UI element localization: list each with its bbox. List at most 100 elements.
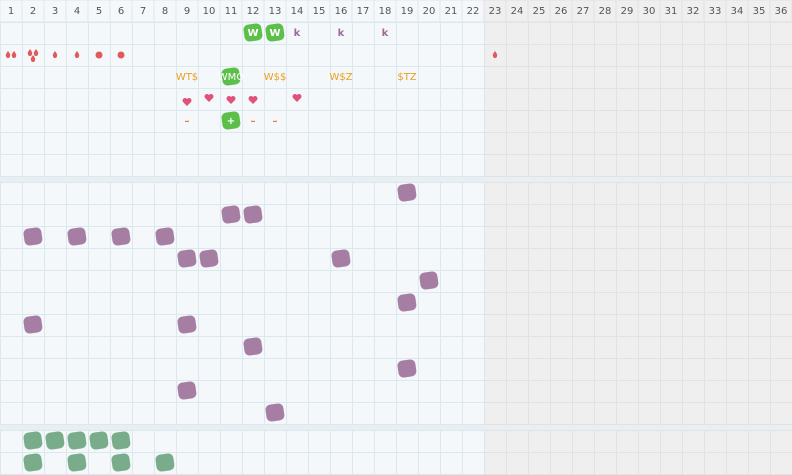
grid-cell xyxy=(616,110,639,133)
grid-cell xyxy=(682,204,705,227)
grid-cell xyxy=(748,380,771,403)
grid-cell xyxy=(770,110,792,133)
column-number: 23 xyxy=(489,6,502,17)
grid-cell xyxy=(418,110,441,133)
grid-cell xyxy=(572,452,595,475)
grid-cell xyxy=(682,44,705,67)
grid-cell xyxy=(726,292,749,315)
grid-cell xyxy=(484,336,507,359)
grid-cell xyxy=(44,452,67,475)
grid-cell xyxy=(154,204,177,227)
grid-cell xyxy=(352,430,375,453)
grid-cell xyxy=(286,132,309,155)
grid-cell xyxy=(462,314,485,337)
grid-cell xyxy=(726,452,749,475)
grid-cell xyxy=(198,358,221,381)
grid-cell xyxy=(22,22,45,45)
grid-cell xyxy=(22,182,45,205)
grid-cell xyxy=(0,22,23,45)
grid-cell xyxy=(638,154,661,177)
grid-cell xyxy=(132,380,155,403)
grid-cell xyxy=(44,132,67,155)
grid-cell xyxy=(396,380,419,403)
column-number: 16 xyxy=(335,6,348,17)
grid-cell xyxy=(352,182,375,205)
blob xyxy=(111,453,131,472)
grid-cell xyxy=(242,292,265,315)
grid-cell xyxy=(770,314,792,337)
grid-cell xyxy=(330,314,353,337)
grid-cell xyxy=(242,452,265,475)
column-number: 18 xyxy=(379,6,392,17)
grid-cell xyxy=(484,88,507,111)
grid-cell xyxy=(440,314,463,337)
grid-cell xyxy=(550,270,573,293)
grid-cell xyxy=(198,336,221,359)
grid-cell xyxy=(682,452,705,475)
blob xyxy=(111,431,131,450)
column-number: 25 xyxy=(533,6,546,17)
grid-cell xyxy=(44,380,67,403)
grid-cell xyxy=(594,66,617,89)
grid-cell xyxy=(506,292,529,315)
grid-cell xyxy=(748,248,771,271)
grid-cell xyxy=(440,44,463,67)
grid-cell xyxy=(638,452,661,475)
grid-cell xyxy=(264,292,287,315)
grid-cell xyxy=(528,182,551,205)
grid-cell xyxy=(418,380,441,403)
grid-cell xyxy=(484,358,507,381)
grid-cell xyxy=(594,402,617,425)
grid-cell xyxy=(0,110,23,133)
grid-cell xyxy=(66,292,89,315)
grid-cell xyxy=(396,204,419,227)
grid-cell xyxy=(374,226,397,249)
grid-cell xyxy=(132,22,155,45)
grid-cell xyxy=(704,270,727,293)
grid-cell xyxy=(572,248,595,271)
grid-cell xyxy=(352,314,375,337)
grid-cell xyxy=(308,358,331,381)
grid-cell xyxy=(154,336,177,359)
blob xyxy=(23,431,43,450)
grid-cell xyxy=(660,358,683,381)
code-label: $TZ xyxy=(397,72,416,83)
grid-cell xyxy=(528,248,551,271)
grid-cell xyxy=(286,380,309,403)
grid-cell xyxy=(396,110,419,133)
grid-cell xyxy=(616,380,639,403)
grid-cell xyxy=(66,314,89,337)
drop-icon xyxy=(5,51,11,58)
grid-cell xyxy=(704,402,727,425)
column-number: 29 xyxy=(621,6,634,17)
drop-icon xyxy=(492,51,498,58)
grid-cell xyxy=(88,132,111,155)
grid-cell xyxy=(616,358,639,381)
grid-cell xyxy=(154,132,177,155)
grid-cell xyxy=(220,430,243,453)
grid-cell xyxy=(616,292,639,315)
grid-cell xyxy=(220,248,243,271)
grid-cell xyxy=(154,270,177,293)
grid-cell xyxy=(748,270,771,293)
grid-cell xyxy=(638,292,661,315)
drop-icon xyxy=(30,55,36,62)
blob xyxy=(155,453,175,472)
grid-cell xyxy=(396,226,419,249)
sign-label: – xyxy=(185,116,190,127)
grid-cell xyxy=(352,44,375,67)
grid-cell xyxy=(462,204,485,227)
grid-cell xyxy=(220,380,243,403)
grid-cell xyxy=(396,248,419,271)
grid-cell xyxy=(660,182,683,205)
grid-cell xyxy=(506,314,529,337)
grid-cell xyxy=(638,88,661,111)
blob xyxy=(177,249,197,268)
grid-cell xyxy=(506,22,529,45)
grid-cell xyxy=(660,248,683,271)
blob xyxy=(111,227,131,246)
grid-cell xyxy=(88,248,111,271)
grid-cell xyxy=(264,88,287,111)
grid-cell xyxy=(770,132,792,155)
blob xyxy=(265,403,285,422)
